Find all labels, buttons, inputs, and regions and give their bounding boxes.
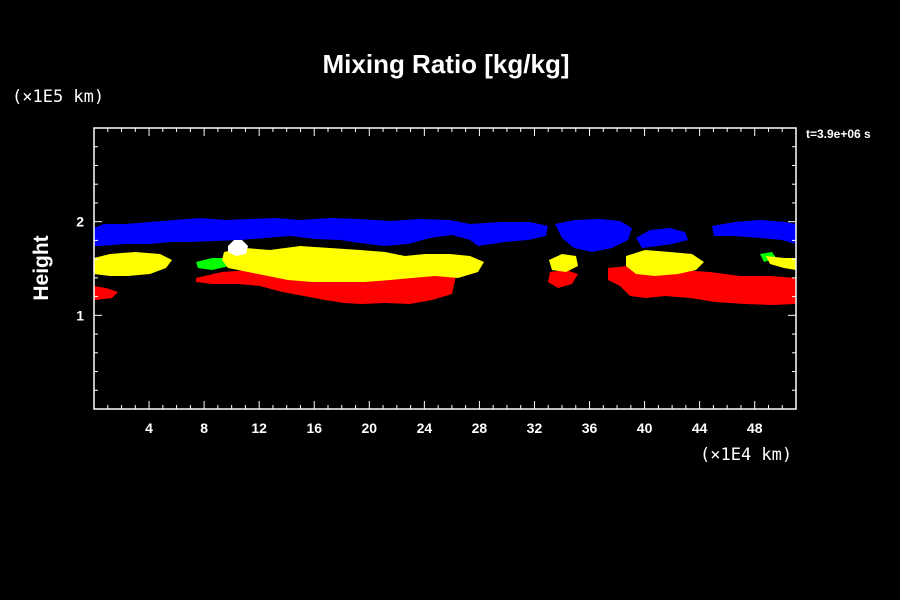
y-unit-label: (×1E5 km): [12, 87, 104, 107]
yellow-region-a: [94, 252, 172, 276]
x-tick-label: 36: [582, 420, 598, 436]
yellow-region-d: [626, 250, 704, 276]
x-tick-label: 44: [692, 420, 708, 436]
y-axis-label: Height: [30, 235, 53, 300]
blue-field: [94, 218, 796, 252]
x-tick-label: 28: [472, 420, 488, 436]
chart-title: Mixing Ratio [kg/kg]: [323, 49, 570, 79]
x-tick-label: 4: [145, 420, 153, 436]
x-tick-label: 8: [200, 420, 208, 436]
yellow-region-c: [549, 254, 578, 272]
plot-frame: [93, 127, 797, 410]
yellow-region-e: [766, 256, 796, 270]
field-layer: [94, 218, 796, 305]
time-label: t=3.9e+06 s: [806, 127, 871, 141]
white-region: [228, 240, 248, 256]
yellow-field: [94, 246, 796, 282]
yellow-region-b: [222, 246, 484, 282]
y-tick-labels: 12: [76, 214, 84, 324]
plot-area: [94, 218, 796, 305]
y-tick-label: 2: [76, 214, 84, 230]
y-tick-label: 1: [76, 307, 84, 323]
x-tick-label: 40: [637, 420, 653, 436]
x-ticks: [107, 128, 783, 409]
x-tick-label: 48: [747, 420, 763, 436]
blue-region-a: [94, 218, 548, 246]
red-region-b: [94, 286, 118, 300]
blue-region-c: [636, 228, 688, 248]
x-tick-label: 12: [251, 420, 267, 436]
green-region-a: [196, 258, 230, 270]
x-tick-label: 16: [306, 420, 322, 436]
x-tick-label: 32: [527, 420, 543, 436]
blue-region-d: [712, 220, 796, 244]
x-tick-label: 20: [362, 420, 378, 436]
x-unit-label: (×1E4 km): [700, 445, 792, 465]
x-tick-labels: 4 8 12 16 20 24 28 32 36 40 44 48: [145, 420, 763, 436]
x-tick-label: 24: [417, 420, 433, 436]
blue-region-b: [555, 219, 632, 252]
y-ticks: [94, 146, 796, 391]
red-region-c: [548, 270, 578, 288]
